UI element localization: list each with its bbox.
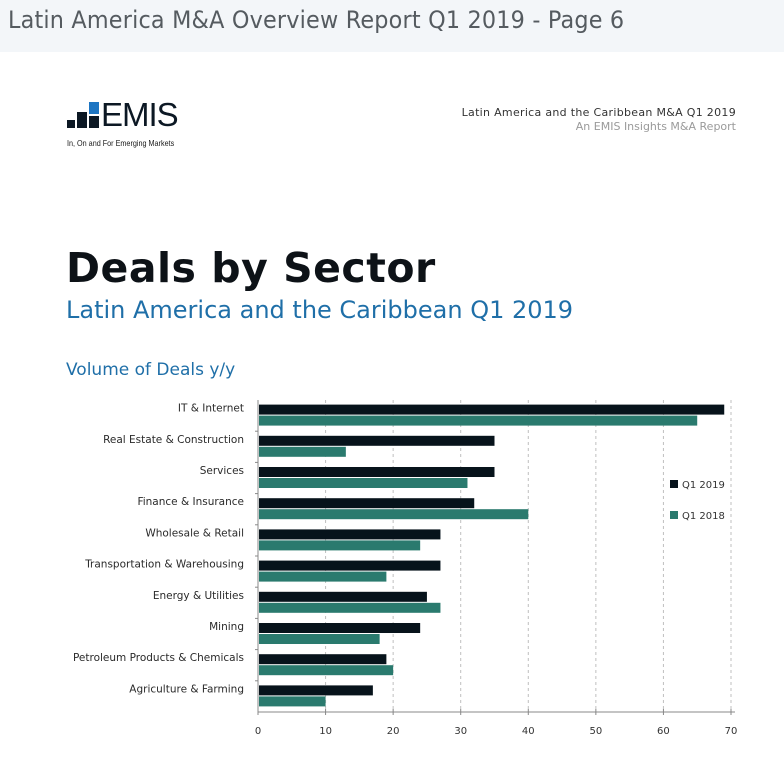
bar-q1-2019 — [259, 560, 441, 571]
legend-swatch — [670, 480, 678, 488]
bar-q1-2019 — [259, 529, 441, 540]
x-tick-label: 10 — [319, 726, 332, 737]
page-title: Deals by Sector — [66, 244, 436, 292]
bar-q1-2018 — [259, 509, 529, 520]
page-subtitle: Latin America and the Caribbean Q1 2019 — [66, 296, 574, 324]
legend-label: Q1 2019 — [682, 480, 725, 491]
bar-q1-2018 — [259, 415, 698, 426]
bar-q1-2019 — [259, 623, 421, 633]
x-tick-label: 0 — [255, 726, 261, 737]
bar-q1-2018 — [259, 665, 394, 676]
x-tick-label: 50 — [589, 726, 602, 737]
bar-q1-2019 — [259, 498, 475, 509]
bar-q1-2019 — [259, 591, 427, 602]
bar-q1-2018 — [259, 634, 380, 644]
logo-square-4 — [89, 116, 99, 128]
report-header: Latin America and the Caribbean M&A Q1 2… — [462, 106, 736, 133]
category-label: Real Estate & Construction — [103, 434, 244, 446]
x-tick-label: 40 — [522, 726, 535, 737]
bar-q1-2019 — [259, 404, 725, 415]
report-subtitle: An EMIS Insights M&A Report — [575, 120, 736, 133]
bar-q1-2018 — [259, 478, 468, 488]
bar-q1-2018 — [259, 696, 326, 707]
category-label: Transportation & Warehousing — [84, 559, 244, 571]
legend-swatch — [670, 511, 678, 519]
legend-label: Q1 2018 — [682, 511, 725, 522]
logo-tagline: In, On and For Emerging Markets — [67, 138, 175, 148]
category-label: Finance & Insurance — [137, 496, 244, 508]
x-tick-label: 60 — [657, 726, 670, 737]
bar-q1-2018 — [259, 602, 441, 613]
category-label: Mining — [209, 621, 244, 633]
bar-q1-2019 — [259, 435, 495, 446]
category-label: Agriculture & Farming — [129, 683, 244, 695]
x-tick-label: 20 — [387, 726, 400, 737]
emis-logo: EMIS In, On and For Emerging Markets — [67, 96, 207, 152]
bar-q1-2019 — [259, 467, 495, 477]
window-title-bar: Latin America M&A Overview Report Q1 201… — [0, 0, 784, 52]
category-label: Energy & Utilities — [153, 590, 244, 602]
logo-square-3 — [89, 102, 99, 114]
chart-title: Volume of Deals y/y — [66, 360, 236, 380]
bar-q1-2018 — [259, 571, 387, 582]
logo-square-2 — [77, 112, 87, 128]
logo-text: EMIS — [101, 96, 179, 133]
bar-q1-2019 — [259, 654, 387, 665]
bar-q1-2018 — [259, 540, 421, 551]
bar-q1-2018 — [259, 446, 346, 457]
category-label: Services — [200, 465, 244, 477]
category-label: Wholesale & Retail — [145, 527, 244, 539]
x-tick-label: 30 — [454, 726, 467, 737]
x-tick-label: 70 — [725, 726, 738, 737]
report-title: Latin America and the Caribbean M&A Q1 2… — [461, 106, 736, 119]
logo-square-1 — [67, 120, 75, 128]
bar-q1-2019 — [259, 685, 373, 696]
category-label: Petroleum Products & Chemicals — [73, 652, 244, 664]
window-title: Latin America M&A Overview Report Q1 201… — [8, 6, 625, 34]
category-label: IT & Internet — [178, 403, 244, 415]
